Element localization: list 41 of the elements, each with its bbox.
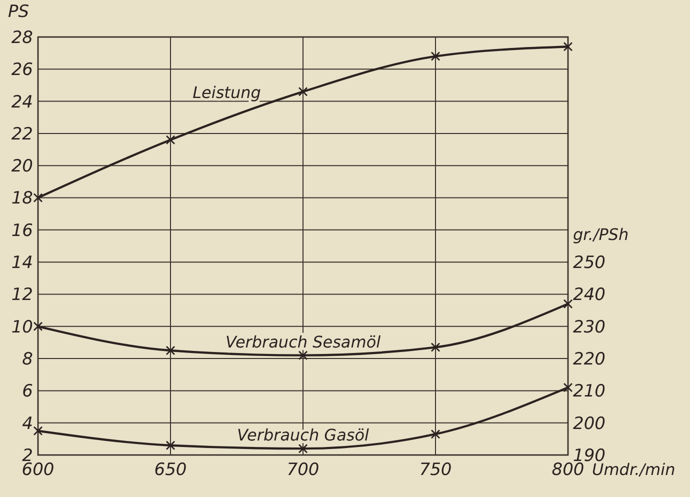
- point: [430, 342, 440, 352]
- y2-tick-label: 210: [573, 382, 606, 402]
- y-tick-label: 26: [11, 60, 34, 80]
- point: [298, 350, 308, 360]
- y2-axis-title: gr./PSh: [573, 225, 629, 244]
- y-tick-label: 24: [11, 92, 33, 112]
- y-tick-label: 20: [11, 156, 33, 177]
- y-tick-label: 4: [22, 414, 33, 434]
- y2-tick-label: 220: [573, 349, 606, 370]
- point: [298, 86, 308, 96]
- x-tick-label: 750: [419, 460, 452, 480]
- point: [166, 440, 176, 450]
- y-tick-label: 16: [11, 220, 34, 241]
- y-tick-label: 22: [11, 124, 33, 144]
- y-axis-title: PS: [8, 2, 30, 22]
- point: [166, 135, 176, 145]
- y-tick-label: 28: [11, 28, 34, 48]
- y-tick-label: 6: [22, 382, 34, 402]
- y2-tick-label: 250: [573, 253, 606, 274]
- point: [430, 429, 440, 439]
- y2-tick-label: 230: [573, 317, 606, 338]
- y-tick-label: 10: [11, 317, 33, 338]
- point: [563, 42, 573, 52]
- y2-tick-label: 200: [573, 414, 606, 434]
- point: [33, 426, 43, 436]
- x-axis-title: Umdr./min: [592, 460, 676, 479]
- point: [166, 346, 176, 356]
- point: [430, 52, 440, 61]
- y-tick-label: 14: [11, 253, 33, 274]
- point: [33, 193, 43, 202]
- point: [298, 444, 308, 454]
- x-tick-label: 650: [154, 460, 187, 480]
- point: [563, 299, 573, 309]
- y-tick-label: 12: [11, 285, 33, 306]
- point: [563, 382, 573, 392]
- series-label: Leistung: [192, 82, 261, 102]
- y2-tick-label: 240: [573, 285, 606, 306]
- y-tick-label: 8: [22, 349, 34, 370]
- point: [33, 322, 43, 332]
- x-tick-label: 700: [286, 460, 320, 480]
- y-tick-label: 18: [11, 188, 34, 209]
